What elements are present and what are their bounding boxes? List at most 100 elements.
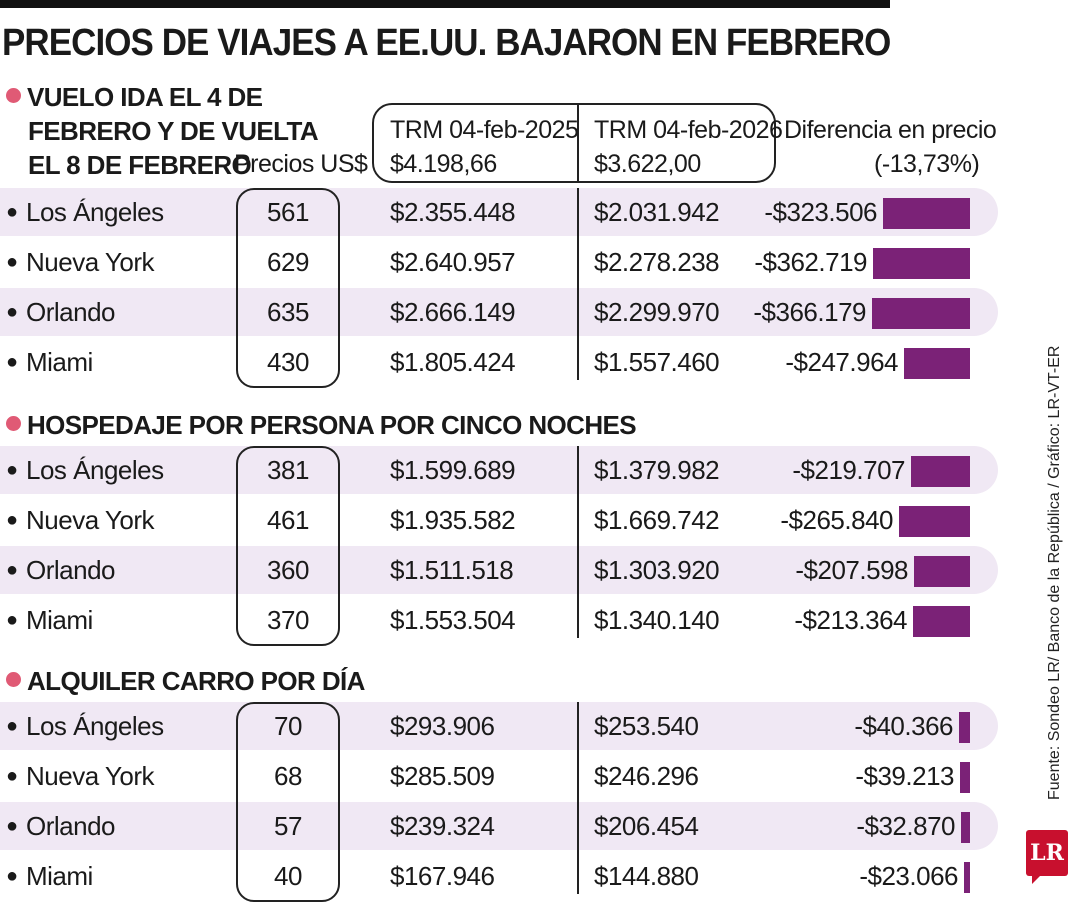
source-note: Fuente: Sondeo LR/ Banco de la República… [1046, 345, 1063, 800]
price-cop-2025: $1.553.504 [390, 605, 516, 635]
column-header-trm-2026: TRM 04-feb-2026 [594, 116, 783, 144]
price-cop-2025: $1.599.689 [390, 455, 516, 485]
column-header-trm-2025: TRM 04-feb-2025 [390, 116, 579, 144]
price-usd: 381 [267, 455, 309, 485]
column-divider [577, 446, 579, 638]
table-row: ● Nueva York 461 $1.935.582 $1.669.742 -$265.… [0, 496, 998, 544]
price-usd: 370 [267, 605, 309, 635]
price-difference: -$362.719 [754, 247, 867, 277]
table-row: ● Los Ángeles 561 $2.355.448 $2.031.942 -$323… [0, 188, 998, 236]
difference-bar [959, 712, 970, 743]
table-row: ● Nueva York 68 $285.509 $246.296 -$39.213 [0, 752, 998, 800]
table-row: ● Orlando 57 $239.324 $206.454 -$32.870 [0, 802, 998, 850]
price-difference: -$32.870 [856, 811, 955, 841]
price-cop-2025: $1.935.582 [390, 505, 516, 535]
price-usd: 635 [267, 297, 309, 327]
price-usd: 70 [274, 711, 302, 741]
bullet-icon: ● [6, 609, 18, 631]
price-cop-2025: $1.511.518 [390, 555, 514, 585]
bullet-icon: ● [6, 815, 18, 837]
difference-bar [872, 298, 970, 329]
difference-bar [904, 348, 970, 379]
difference-bar [960, 762, 970, 793]
price-cop-2025: $1.805.424 [390, 347, 516, 377]
table-row: ● Miami 40 $167.946 $144.880 -$23.066 [0, 852, 998, 900]
bullet-icon: ● [6, 765, 18, 787]
price-cop-2026: $2.278.238 [594, 247, 720, 277]
section-dot-icon [6, 672, 21, 687]
price-column-box [236, 446, 340, 646]
city-name: Los Ángeles [26, 197, 164, 227]
price-difference: -$366.179 [753, 297, 866, 327]
city-name: Orlando [26, 297, 116, 327]
price-difference: -$39.213 [855, 761, 954, 791]
column-divider [577, 702, 579, 894]
section-dot-icon [6, 416, 21, 431]
price-cop-2025: $167.946 [390, 861, 495, 891]
price-difference: -$40.366 [854, 711, 953, 741]
price-usd: 40 [274, 861, 302, 891]
price-cop-2026: $1.557.460 [594, 347, 720, 377]
difference-bar [899, 506, 970, 537]
city-name: Orlando [26, 811, 116, 841]
price-cop-2025: $239.324 [390, 811, 495, 841]
section-heading-line: EL 8 DE FEBRERO [28, 150, 252, 180]
section-heading-line: VUELO IDA EL 4 DE [27, 82, 263, 112]
bullet-icon: ● [6, 865, 18, 887]
price-cop-2026: $1.340.140 [594, 605, 720, 635]
price-cop-2026: $1.303.920 [594, 555, 720, 585]
price-difference: -$247.964 [785, 347, 898, 377]
price-difference: -$219.707 [792, 455, 905, 485]
section-heading-text: HOSPEDAJE POR PERSONA POR CINCO NOCHES [27, 410, 637, 440]
section-heading-line: FEBRERO Y DE VUELTA [28, 116, 319, 146]
price-usd: 629 [267, 247, 309, 277]
price-difference: -$23.066 [859, 861, 958, 891]
city-name: Los Ángeles [26, 455, 164, 485]
price-usd: 561 [267, 197, 309, 227]
section-heading-car-rental: ALQUILER CARRO POR DÍA [6, 666, 365, 697]
difference-bar [883, 198, 970, 229]
bullet-icon: ● [6, 509, 18, 531]
bullet-icon: ● [6, 459, 18, 481]
city-name: Nueva York [26, 761, 154, 791]
bullet-icon: ● [6, 559, 18, 581]
column-header-difference: Diferencia en precio [784, 116, 997, 144]
table-row: ● Nueva York 629 $2.640.957 $2.278.238 -$362.… [0, 238, 998, 286]
price-cop-2025: $293.906 [390, 711, 495, 741]
price-difference: -$323.506 [764, 197, 877, 227]
city-name: Miami [26, 347, 93, 377]
price-cop-2026: $2.031.942 [594, 197, 720, 227]
price-cop-2026: $144.880 [594, 861, 699, 891]
table-row: ● Orlando 360 $1.511.518 $1.303.920 -$207.598 [0, 546, 998, 594]
chart-title: PRECIOS DE VIAJES A EE.UU. BAJARON EN FE… [2, 22, 891, 64]
price-cop-2025: $2.666.149 [390, 297, 516, 327]
bullet-icon: ● [6, 251, 18, 273]
price-difference: -$265.840 [780, 505, 893, 535]
price-usd: 461 [267, 505, 309, 535]
top-rule [0, 0, 890, 8]
price-cop-2025: $2.640.957 [390, 247, 516, 277]
price-cop-2026: $2.299.970 [594, 297, 720, 327]
price-usd: 430 [267, 347, 309, 377]
bullet-icon: ● [6, 351, 18, 373]
column-divider [577, 188, 579, 380]
price-difference: -$207.598 [795, 555, 908, 585]
trm-2025-value: $4.198,66 [390, 150, 497, 178]
city-name: Los Ángeles [26, 711, 164, 741]
difference-bar [911, 456, 970, 487]
section-dot-icon [6, 88, 21, 103]
price-cop-2026: $1.379.982 [594, 455, 720, 485]
price-usd: 360 [267, 555, 309, 585]
section-heading-text: ALQUILER CARRO POR DÍA [27, 666, 365, 696]
table-row: ● Los Ángeles 381 $1.599.689 $1.379.982 -$219… [0, 446, 998, 494]
price-usd: 68 [274, 761, 302, 791]
price-cop-2025: $2.355.448 [390, 197, 516, 227]
trm-header-box [372, 103, 776, 183]
city-name: Nueva York [26, 247, 154, 277]
bullet-icon: ● [6, 715, 18, 737]
difference-bar [914, 556, 970, 587]
difference-percent: (-13,73%) [874, 150, 980, 178]
trm-2026-value: $3.622,00 [594, 150, 701, 178]
table-row: ● Orlando 635 $2.666.149 $2.299.970 -$366.179 [0, 288, 998, 336]
bullet-icon: ● [6, 201, 18, 223]
